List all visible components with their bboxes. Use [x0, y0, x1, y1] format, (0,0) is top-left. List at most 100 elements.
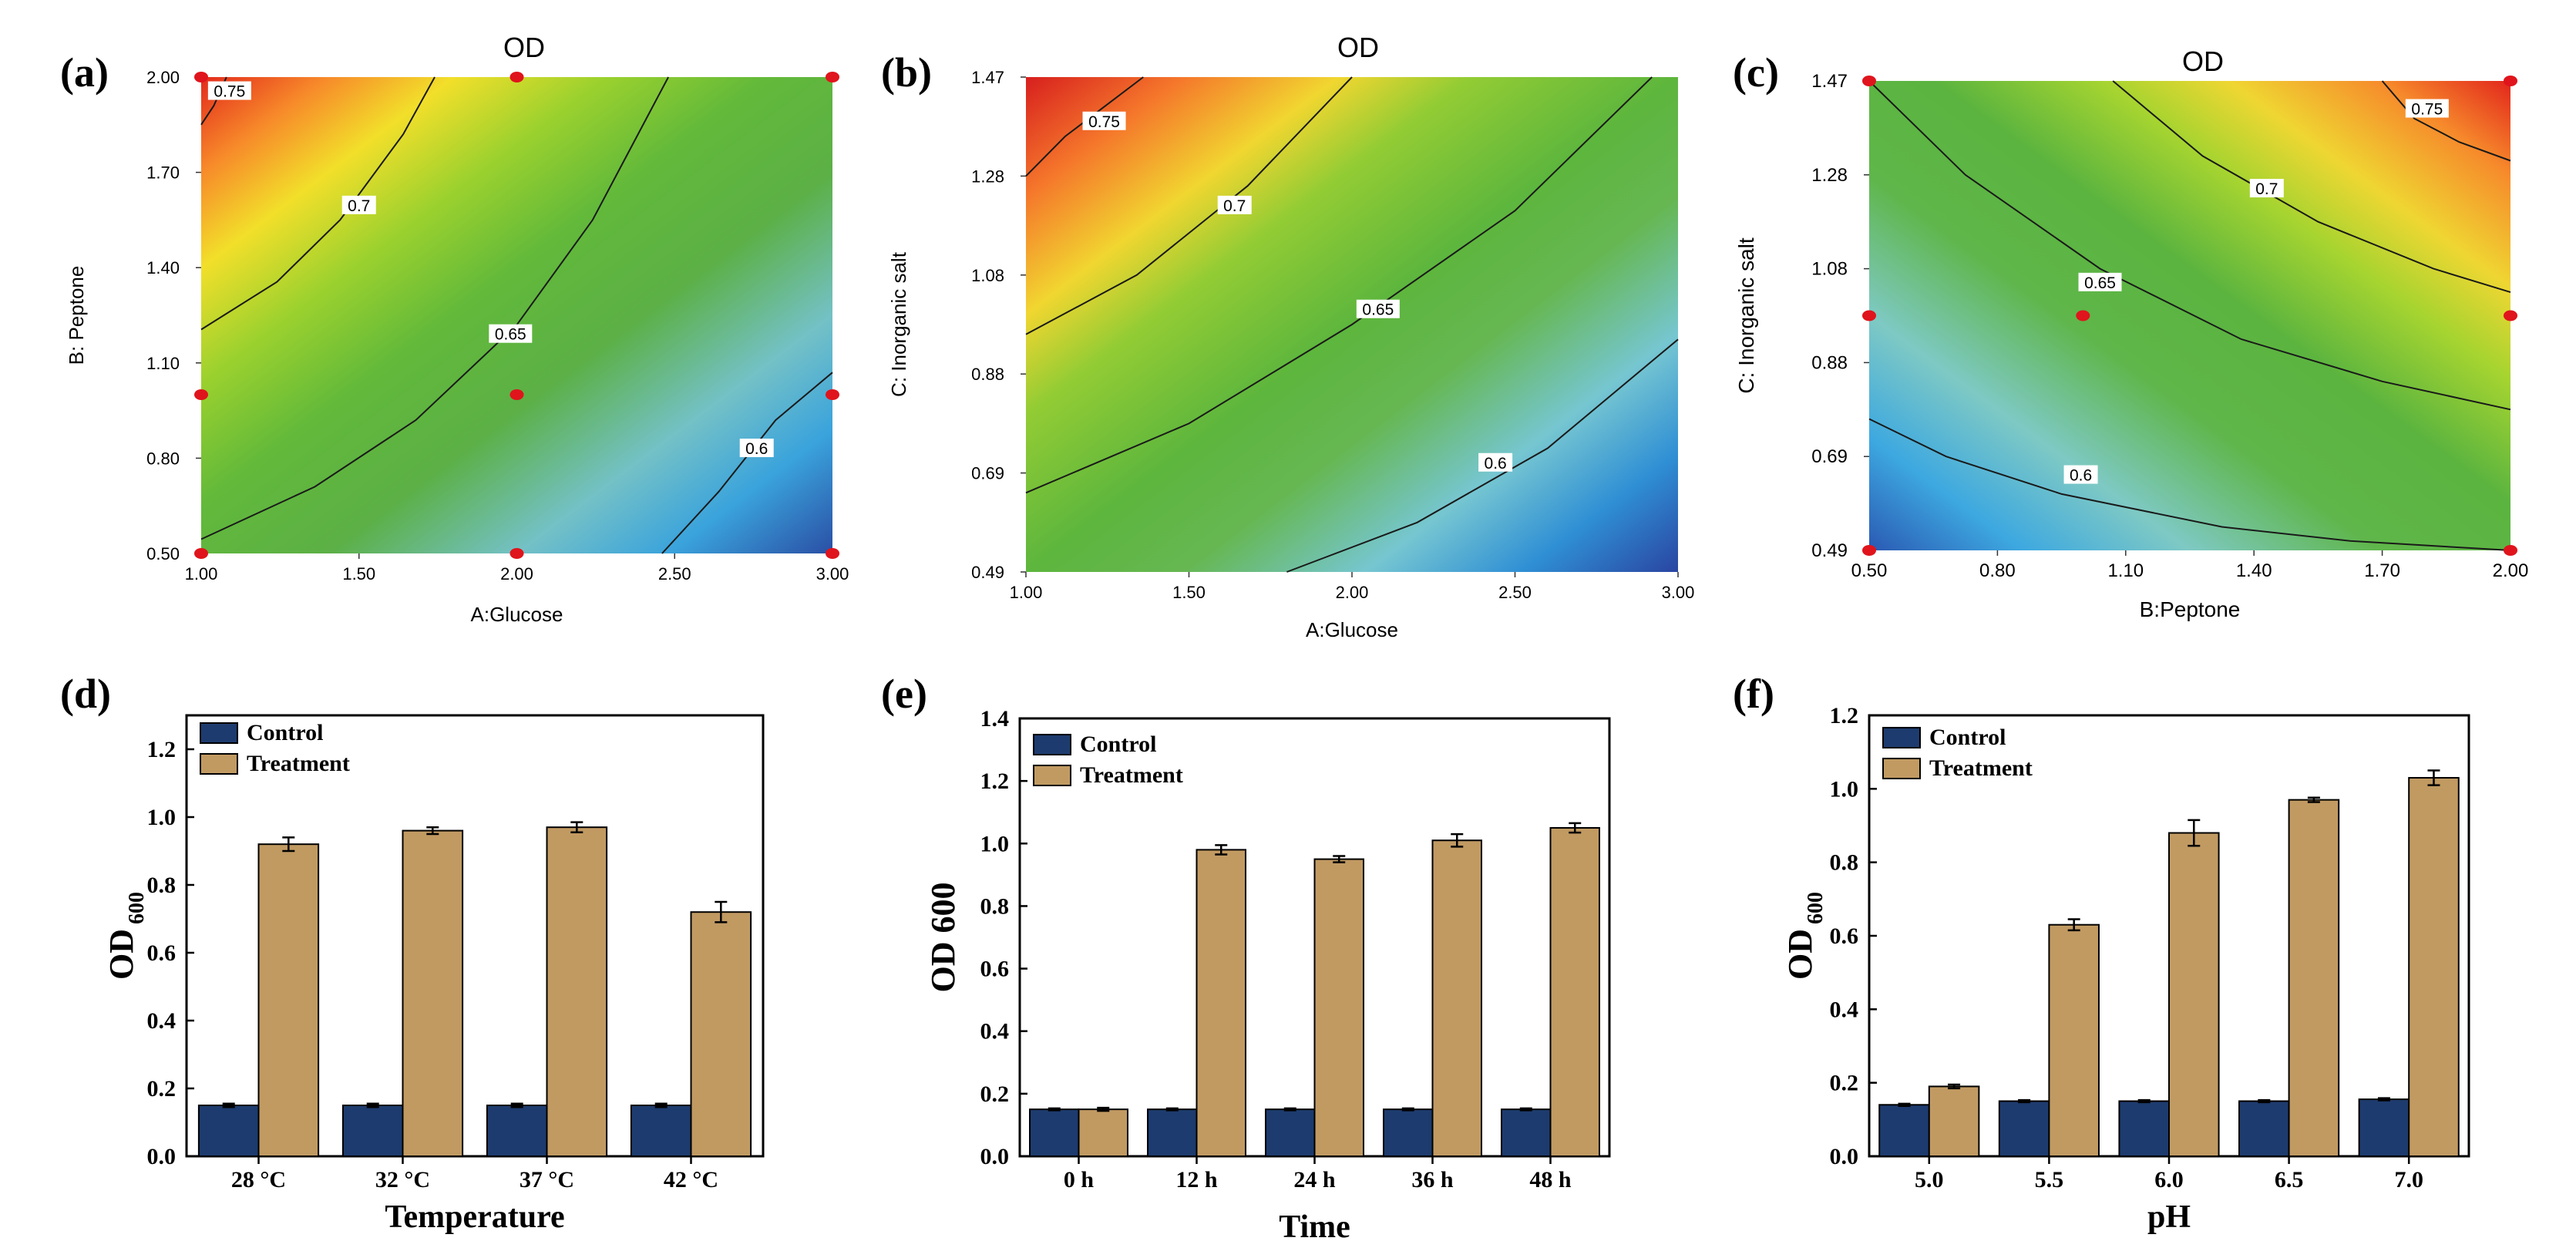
x-tick-label: 12 h: [1175, 1167, 1218, 1192]
y-tick-label: 1.28: [971, 166, 1004, 186]
y-axis-label: C: Inorganic salt: [887, 251, 910, 397]
y-axis-label-main: OD: [1781, 929, 1819, 980]
x-tick-label: 3.00: [1662, 583, 1695, 602]
control-bar: [1383, 1108, 1434, 1157]
y-tick-label: 0.80: [146, 449, 180, 468]
panel-label: (a): [60, 49, 109, 96]
x-tick-label: 37 °C: [520, 1167, 574, 1192]
contour-surface: [201, 77, 832, 553]
contour-label-box: [739, 439, 774, 458]
panel-label: (d): [60, 671, 111, 717]
x-tick-label: 48 h: [1529, 1167, 1572, 1192]
x-axis-label: A:Glucose: [471, 603, 563, 626]
treatment-bar: [1928, 1085, 1980, 1158]
y-axis-label: C: Inorganic salt: [1734, 237, 1758, 394]
y-tick-label: 0.0: [1830, 1144, 1859, 1169]
y-tick-label: 0.0: [147, 1144, 177, 1169]
x-tick-label: 2.50: [658, 564, 691, 584]
y-tick-label: 0.4: [980, 1019, 1010, 1044]
y-axis-label-main: OD: [103, 929, 140, 980]
x-tick-label: 2.50: [1498, 583, 1532, 602]
treatment-bar: [1549, 827, 1600, 1157]
design-point: [194, 389, 208, 400]
y-tick-label: 0.8: [980, 893, 1010, 919]
contour-label: 0.75: [2411, 101, 2443, 119]
y-tick-label: 1.2: [980, 769, 1010, 794]
x-tick-label: 1.50: [342, 564, 375, 584]
control-bar: [630, 1105, 692, 1157]
y-tick-label: 0.2: [980, 1081, 1010, 1107]
contour-label: 0.65: [2084, 274, 2116, 292]
y-tick-label: 1.08: [971, 266, 1004, 285]
treatment-bar: [1431, 839, 1482, 1157]
y-tick-label: 2.00: [146, 68, 180, 87]
x-axis-label: Temperature: [385, 1199, 564, 1235]
contour-label: 0.65: [495, 326, 526, 344]
design-point: [194, 548, 208, 559]
bar-panel-f: (f) 0.0 0.2 0.4 0.6 0.8 1.0 1.2 5.0 5.5 6.0 6.5 7.0 C…: [1733, 671, 2470, 1235]
design-point: [509, 72, 524, 82]
design-point: [1862, 310, 1876, 321]
control-bar: [1265, 1108, 1316, 1157]
contour-label-box: [489, 324, 533, 343]
y-tick-label: 1.0: [980, 831, 1010, 856]
design-point: [1862, 545, 1876, 556]
x-tick-label: 5.5: [2035, 1167, 2064, 1192]
control-bar: [1147, 1108, 1198, 1157]
contour-label-box: [1478, 452, 1513, 472]
design-point: [1862, 76, 1876, 86]
design-point: [826, 389, 839, 400]
y-tick-label: 1.08: [1811, 259, 1848, 280]
contour-panel-c: (c) OD 0.75 0.7 0.65 0.6 0.50 0.80 1.10 1.40 1.70 2…: [1733, 45, 2528, 621]
contour-label: 0.75: [214, 83, 245, 101]
contour-line: [1868, 418, 2511, 551]
control-bar: [2238, 1100, 2290, 1157]
x-tick-label: 6.5: [2275, 1167, 2304, 1192]
contour-line: [2112, 80, 2511, 294]
x-tick-label: 36 h: [1411, 1167, 1454, 1192]
control-bar: [1998, 1100, 2050, 1157]
contour-label: 0.6: [745, 440, 768, 458]
contour-label-box: [341, 195, 376, 214]
y-tick-label: 0.6: [1830, 923, 1859, 949]
x-axis-label: B:Peptone: [2140, 597, 2241, 621]
control-bar: [1878, 1104, 1930, 1158]
x-tick-label: 0.80: [1979, 560, 2016, 581]
y-tick-label: 0.0: [980, 1144, 1010, 1169]
treatment-bar: [2168, 832, 2220, 1157]
panel-label: (c): [1733, 49, 1779, 96]
y-tick-label: 0.2: [147, 1076, 177, 1102]
legend-swatch: [200, 722, 238, 744]
y-axis-label: OD 600: [103, 892, 149, 980]
legend-swatch: [1882, 758, 1921, 779]
plot-frame: [185, 714, 765, 1158]
legend-label: Treatment: [247, 751, 350, 776]
contour-label: 0.65: [1362, 301, 1394, 319]
panel-label: (b): [881, 49, 932, 96]
y-tick-label: 0.49: [971, 563, 1004, 582]
contour-line: [1025, 76, 1653, 494]
design-point: [509, 548, 524, 559]
y-tick-label: 1.28: [1811, 165, 1848, 186]
contour-line: [200, 76, 435, 331]
control-bar: [486, 1105, 548, 1157]
x-tick-label: 2.00: [1336, 583, 1369, 602]
y-tick-label: 1.0: [1830, 776, 1859, 802]
contour-line: [1868, 80, 2511, 411]
design-point: [2504, 545, 2517, 556]
y-tick-label: 0.88: [971, 365, 1004, 384]
x-tick-label: 6.0: [2154, 1167, 2184, 1192]
design-point: [2504, 76, 2517, 86]
y-axis-label: OD 600: [924, 883, 962, 993]
treatment-bar: [1313, 858, 1364, 1157]
y-tick-label: 1.70: [146, 163, 180, 183]
treatment-bar: [402, 829, 464, 1157]
contour-label-box: [2405, 99, 2449, 118]
contour-label: 0.6: [1485, 455, 1507, 473]
y-tick-label: 0.69: [1811, 446, 1848, 467]
y-tick-label: 1.47: [971, 68, 1004, 87]
treatment-bar: [1078, 1108, 1128, 1157]
control-bar: [1029, 1108, 1080, 1157]
contour-line: [1025, 76, 1353, 335]
treatment-bar: [2408, 777, 2460, 1157]
